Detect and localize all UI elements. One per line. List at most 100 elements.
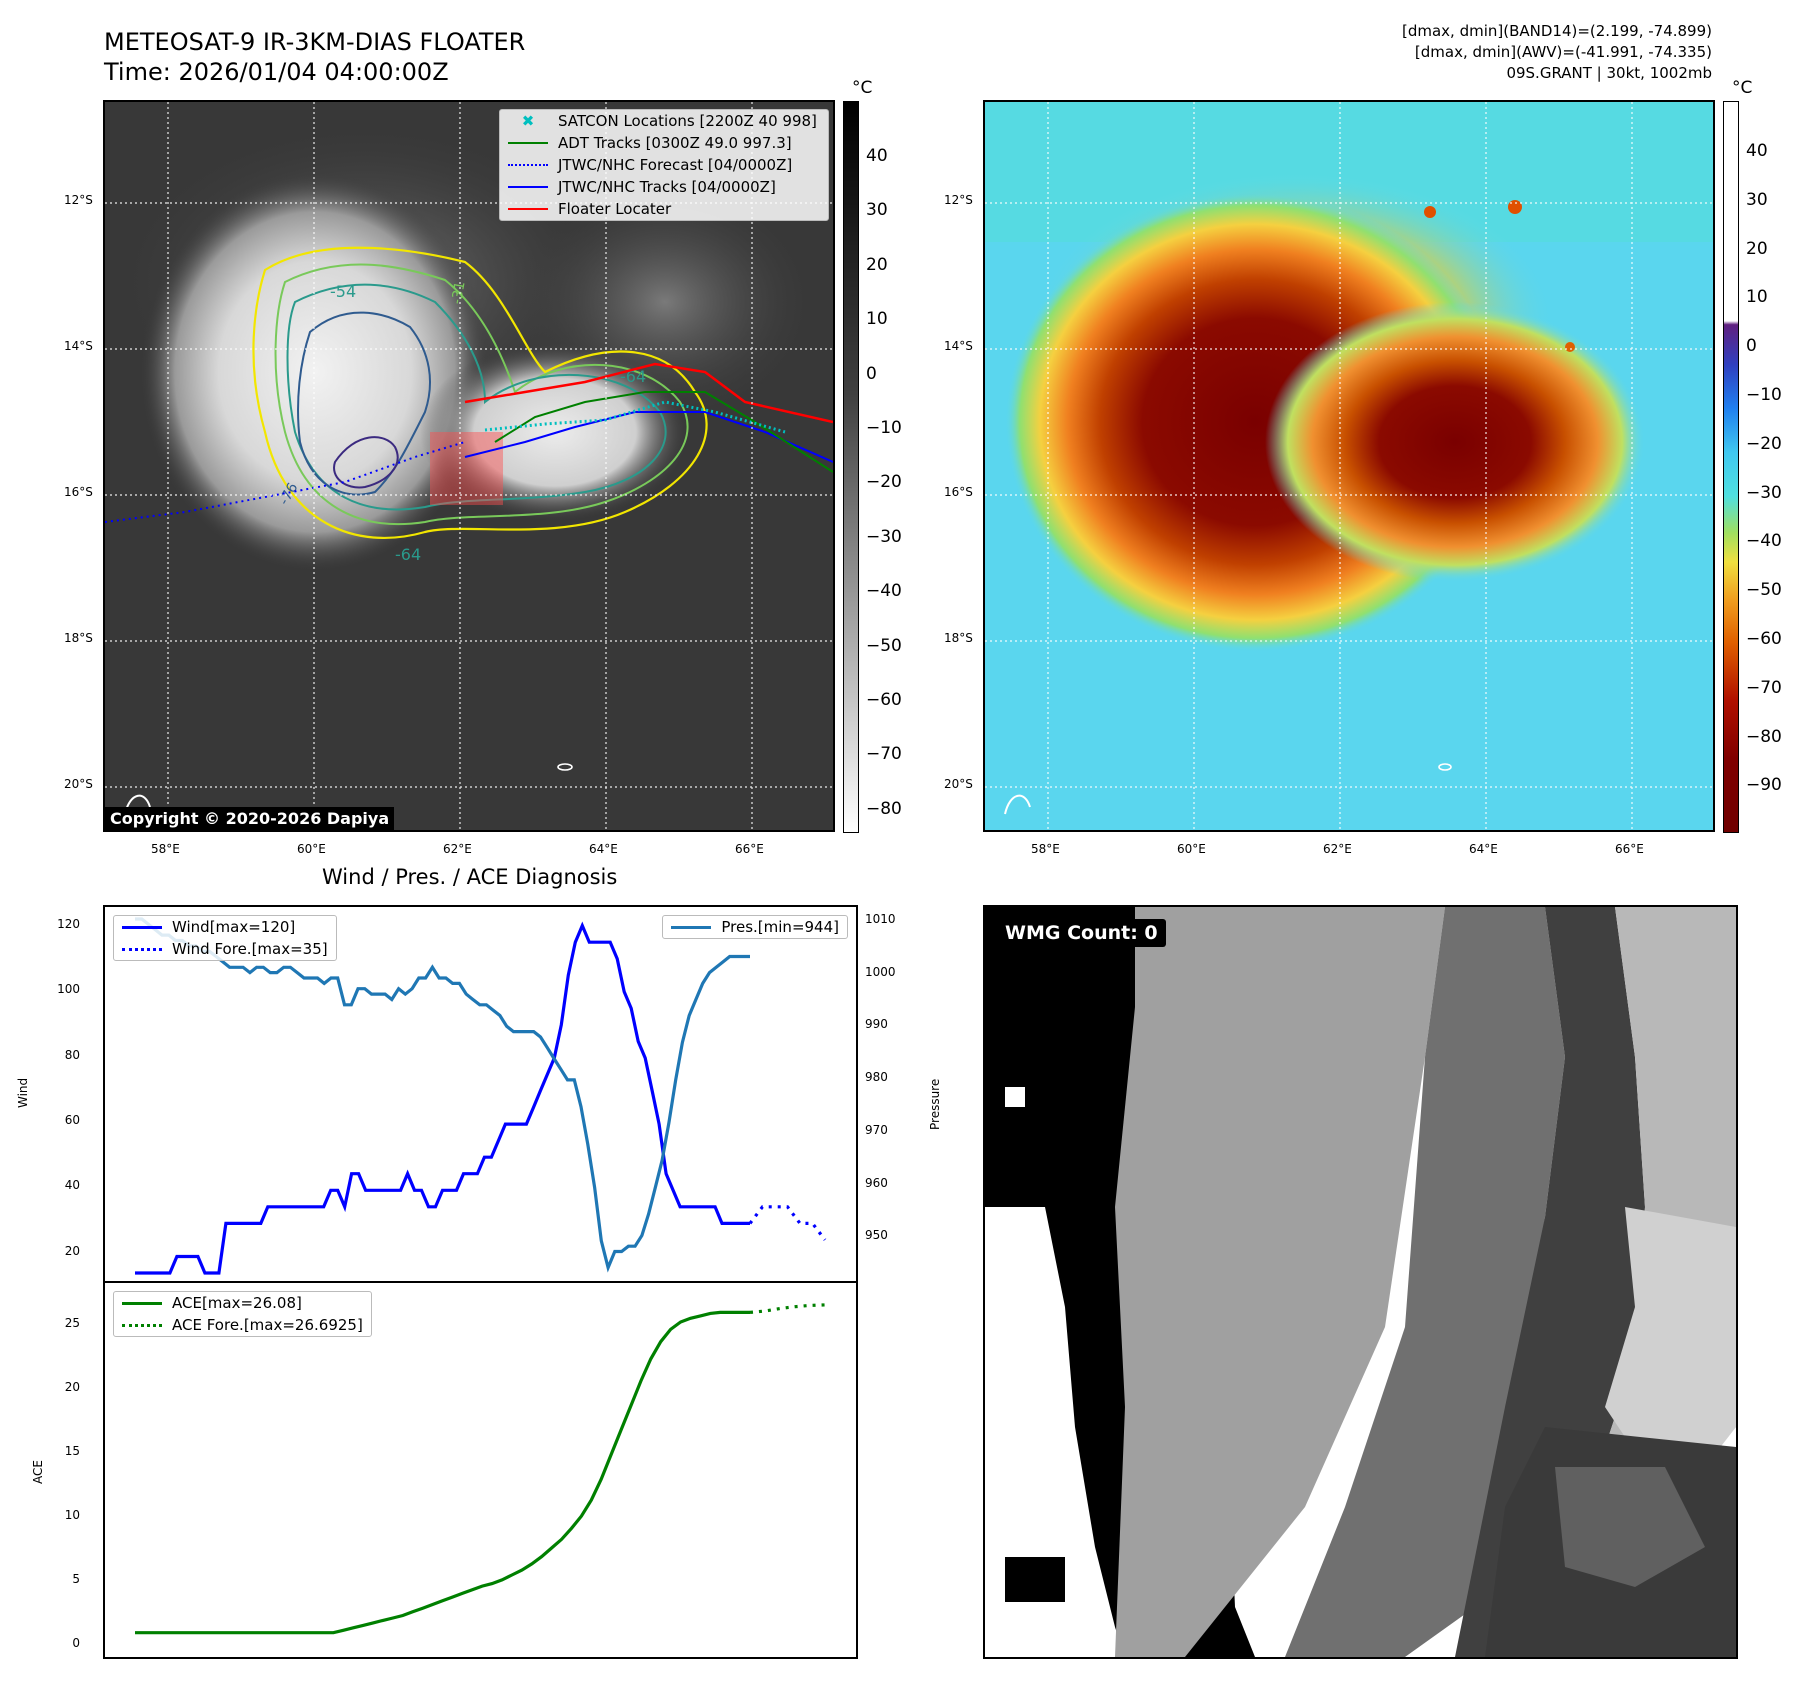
ir-lat-label: 16°S bbox=[64, 485, 93, 499]
wv-colorbar-tick: −10 bbox=[1746, 385, 1782, 405]
legend-jtwc-tracks: JTWC/NHC Tracks [04/0000Z] bbox=[500, 176, 828, 198]
wind-ylabel: Wind bbox=[16, 1077, 30, 1108]
stats-line-3: 09S.GRANT | 30kt, 1002mb bbox=[1506, 64, 1712, 82]
legend-jtwc-forecast: JTWC/NHC Forecast [04/0000Z] bbox=[500, 154, 828, 176]
pres-legend: Pres.[min=944] bbox=[662, 915, 848, 939]
ir-colorbar-unit: °C bbox=[852, 78, 873, 98]
wv-lat-label: 14°S bbox=[944, 339, 973, 353]
adt-line-icon bbox=[508, 142, 548, 144]
ir-colorbar-tick: −80 bbox=[866, 798, 902, 819]
title-line-2: Time: 2026/01/04 04:00:00Z bbox=[104, 58, 449, 86]
wv-colorbar-tick: −50 bbox=[1746, 580, 1782, 601]
ir-colorbar-tick: −70 bbox=[866, 744, 902, 765]
ir-colorbar-tick: −10 bbox=[866, 418, 902, 438]
ace-line-icon bbox=[122, 1301, 162, 1305]
wv-lon-label: 64°E bbox=[1469, 842, 1498, 856]
stats-line-2: [dmax, dmin](AWV)=(-41.991, -74.335) bbox=[1414, 43, 1712, 61]
ir-lon-label: 64°E bbox=[589, 842, 618, 856]
wind-pressure-plot bbox=[135, 917, 827, 1275]
wv-colorbar-tick: 0 bbox=[1746, 336, 1757, 357]
ace-max-line bbox=[135, 1310, 750, 1635]
pres-min-line bbox=[135, 917, 750, 1273]
wv-lat-label: 16°S bbox=[944, 485, 973, 499]
pressure-tick: 970 bbox=[865, 1122, 888, 1137]
ir-colorbar-tick: −60 bbox=[866, 690, 902, 710]
wmg-panel: WMG Count: 0 bbox=[983, 905, 1738, 1659]
svg-text:-54: -54 bbox=[330, 282, 356, 301]
wv-map-panel bbox=[983, 100, 1715, 832]
wv-colorbar-unit: °C bbox=[1732, 78, 1753, 98]
wv-lat-label: 18°S bbox=[944, 631, 973, 645]
wind-line-icon bbox=[122, 925, 162, 929]
ir-map-panel: -54 -31 -64 -64 -76 Copyright © 2020-202… bbox=[103, 100, 835, 832]
wind-tick: 60 bbox=[64, 1112, 80, 1127]
svg-text:-31: -31 bbox=[449, 280, 469, 305]
wind-tick: 100 bbox=[57, 982, 80, 997]
wv-lon-label: 62°E bbox=[1323, 842, 1352, 856]
ir-colorbar-tick: 40 bbox=[866, 146, 888, 166]
ir-map-image: -54 -31 -64 -64 -76 bbox=[105, 102, 833, 830]
wmg-count-label: WMG Count: 0 bbox=[997, 919, 1166, 947]
wv-colorbar-tick: 10 bbox=[1746, 287, 1768, 308]
wind-fore-line-icon bbox=[122, 947, 162, 951]
wind-tick: 20 bbox=[64, 1243, 80, 1258]
legend-ace: ACE[max=26.08] bbox=[172, 1294, 302, 1312]
wind-tick: 80 bbox=[64, 1047, 80, 1062]
pressure-tick: 990 bbox=[865, 1017, 888, 1032]
wv-colorbar bbox=[1723, 101, 1739, 833]
ace-tick: 5 bbox=[72, 1572, 80, 1586]
forecast-line-icon bbox=[508, 164, 548, 166]
ace-plot bbox=[135, 1303, 826, 1635]
ir-lat-label: 20°S bbox=[64, 777, 93, 791]
pressure-tick: 980 bbox=[865, 1070, 888, 1085]
legend-adt: ADT Tracks [0300Z 49.0 997.3] bbox=[500, 132, 828, 154]
ir-colorbar-tick: −50 bbox=[866, 635, 902, 656]
wv-colorbar-tick: 40 bbox=[1746, 141, 1768, 161]
tracks-line-icon bbox=[508, 186, 548, 188]
ir-colorbar-tick: 20 bbox=[866, 254, 888, 275]
legend-floater: Floater Locater bbox=[500, 198, 828, 220]
wv-colorbar-tick: −30 bbox=[1746, 482, 1782, 503]
legend-satcon: ✖ SATCON Locations [2200Z 40 998] bbox=[500, 110, 828, 132]
wv-colorbar-tick: 20 bbox=[1746, 238, 1768, 259]
ir-lon-label: 60°E bbox=[297, 842, 326, 856]
ace-fore-line-icon bbox=[122, 1323, 162, 1327]
copyright-label: Copyright © 2020-2026 Dapiya bbox=[105, 807, 395, 830]
wind-fore-max-line bbox=[748, 1205, 827, 1241]
ir-lat-label: 18°S bbox=[64, 631, 93, 645]
legend-pres: Pres.[min=944] bbox=[721, 918, 839, 936]
stats-line-1: [dmax, dmin](BAND14)=(2.199, -74.899) bbox=[1401, 22, 1712, 40]
wmg-image bbox=[985, 907, 1736, 1657]
diagnosis-title: Wind / Pres. / ACE Diagnosis bbox=[322, 865, 618, 889]
ace-ylabel: ACE bbox=[31, 1460, 45, 1484]
ace-legend: ACE[max=26.08] ACE Fore.[max=26.6925] bbox=[113, 1291, 372, 1337]
wv-colorbar-tick: 30 bbox=[1746, 189, 1768, 210]
wv-colorbar-tick: −70 bbox=[1746, 677, 1782, 698]
ace-tick: 10 bbox=[64, 1508, 80, 1522]
ir-colorbar bbox=[843, 101, 859, 833]
ir-colorbar-tick: −20 bbox=[866, 472, 902, 493]
legend-ace-fore: ACE Fore.[max=26.6925] bbox=[172, 1316, 363, 1334]
legend-wind-fore: Wind Fore.[max=35] bbox=[172, 940, 328, 958]
ace-tick: 20 bbox=[64, 1380, 80, 1394]
pressure-tick: 960 bbox=[865, 1175, 888, 1190]
wind-max-line bbox=[135, 921, 750, 1275]
pressure-tick: 1010 bbox=[865, 912, 896, 926]
ir-lon-label: 62°E bbox=[443, 842, 472, 856]
ir-colorbar-tick: 10 bbox=[866, 309, 888, 330]
pressure-tick: 950 bbox=[865, 1228, 888, 1243]
satcon-marker-icon: ✖ bbox=[521, 112, 535, 130]
wv-colorbar-tick: −40 bbox=[1746, 531, 1782, 552]
pres-line-icon bbox=[671, 925, 712, 929]
wv-colorbar-tick: −90 bbox=[1746, 775, 1782, 796]
wv-colorbar-tick: −80 bbox=[1746, 726, 1782, 747]
wv-lon-label: 60°E bbox=[1177, 842, 1206, 856]
ace-panel: ACE[max=26.08] ACE Fore.[max=26.6925] bbox=[103, 1281, 858, 1659]
svg-text:-64: -64 bbox=[395, 545, 421, 564]
wv-lat-label: 20°S bbox=[944, 777, 973, 791]
legend-wind: Wind[max=120] bbox=[172, 918, 296, 936]
pressure-tick: 1000 bbox=[865, 964, 896, 979]
wv-lon-label: 58°E bbox=[1031, 842, 1060, 856]
title-line-1: METEOSAT-9 IR-3KM-DIAS FLOATER bbox=[104, 28, 526, 56]
ace-tick: 25 bbox=[64, 1316, 80, 1330]
